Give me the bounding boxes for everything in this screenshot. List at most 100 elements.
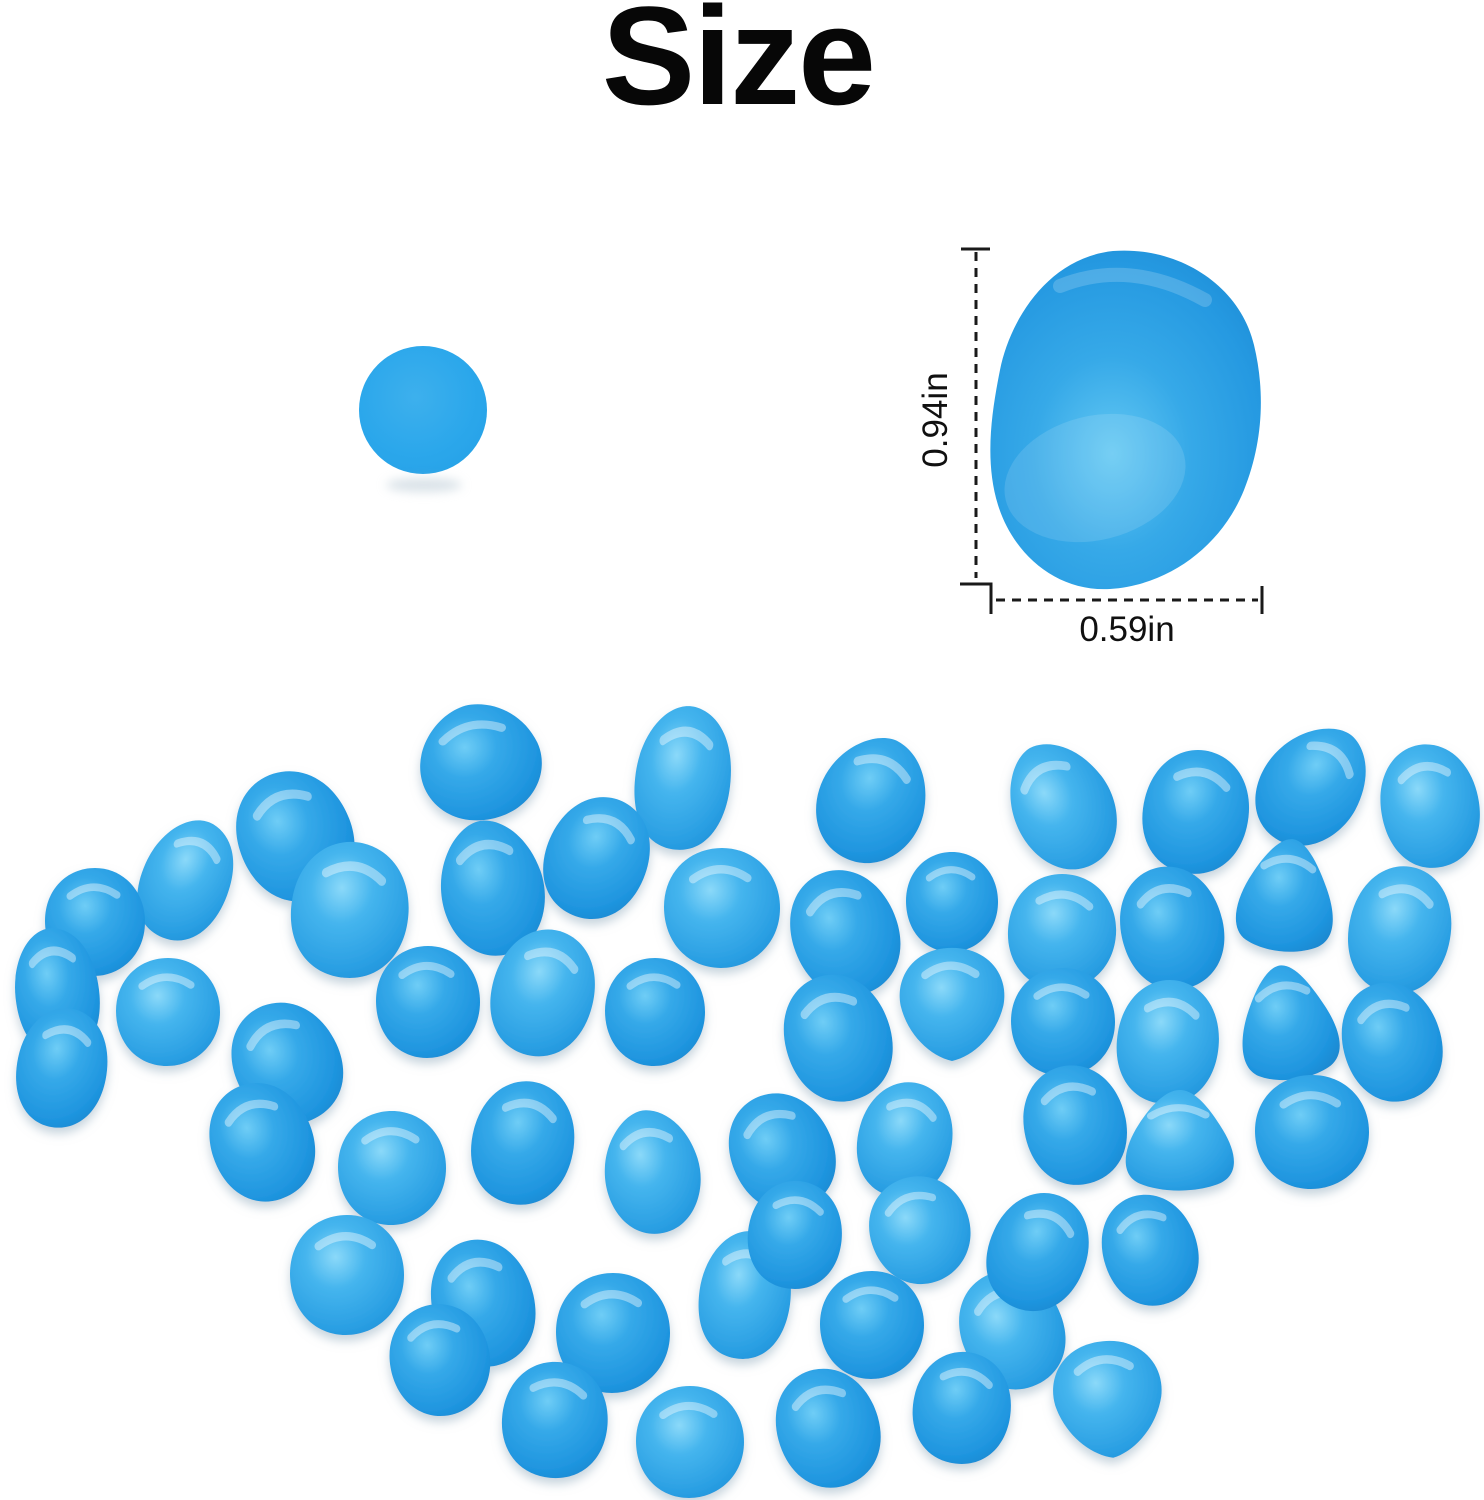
- pebble: [912, 1352, 1011, 1464]
- pebble: [1142, 750, 1250, 874]
- pebble: [747, 1180, 842, 1289]
- pebble-shine: [407, 1320, 461, 1342]
- pebble: [1348, 866, 1452, 994]
- pebble: [816, 738, 926, 864]
- pebble: [1255, 728, 1366, 846]
- pebble-large-sheen: [1004, 413, 1186, 543]
- pebble-shine: [1397, 761, 1451, 785]
- pebble-shine: [66, 883, 121, 900]
- pebble: [290, 1215, 404, 1335]
- pebble-shine: [224, 1099, 279, 1127]
- pebble: [1101, 1194, 1199, 1306]
- pebble: [1116, 980, 1219, 1104]
- pebble: [1011, 968, 1115, 1076]
- pebble-shine: [1306, 741, 1354, 780]
- pebble: [820, 1271, 924, 1379]
- pebble: [783, 974, 893, 1102]
- pebble-shine: [501, 1098, 557, 1124]
- pebble-shine: [138, 973, 195, 990]
- pebble: [490, 929, 595, 1057]
- pebble: [290, 842, 409, 978]
- pebble: [790, 870, 901, 997]
- pebble-shine: [886, 1098, 937, 1122]
- pebble-shine: [1020, 760, 1071, 795]
- pebble-body: [420, 704, 542, 821]
- pebble: [209, 1083, 316, 1202]
- pebble: [556, 1273, 670, 1393]
- pebble: [376, 946, 480, 1058]
- pebble: [1120, 866, 1225, 990]
- pebble-shine: [398, 961, 455, 980]
- pebble-shine: [791, 1385, 847, 1412]
- pebble: [604, 1110, 701, 1234]
- pebble-pile-group: [15, 704, 1480, 1498]
- pebble-shine: [1260, 854, 1317, 874]
- pebble-shine: [626, 973, 681, 990]
- pebble-shine: [853, 754, 911, 784]
- pebble-body: [1023, 1065, 1127, 1185]
- pebble-pile: [15, 704, 1480, 1498]
- pebble-shine: [580, 1290, 643, 1309]
- pebble-shine: [1143, 997, 1200, 1020]
- pebble-shine: [1023, 1209, 1075, 1239]
- actual-size-dot: [359, 346, 487, 474]
- pebble: [634, 706, 731, 850]
- pebble: [420, 704, 542, 821]
- corner-bracket: [960, 582, 993, 614]
- pebble-body: [1380, 744, 1480, 868]
- pebble-shine: [321, 861, 387, 886]
- pebble: [899, 947, 1005, 1061]
- pebble-shine: [921, 961, 980, 980]
- pebble: [605, 958, 705, 1066]
- pebble: [1255, 1075, 1369, 1189]
- pebble-shine: [1173, 767, 1231, 792]
- pebble: [1242, 965, 1340, 1081]
- pebble-shine: [1040, 1082, 1096, 1106]
- pebble: [440, 820, 545, 956]
- pebble-body: [1242, 965, 1340, 1081]
- pebble: [338, 1111, 446, 1225]
- pebble-shine: [246, 1019, 300, 1052]
- pebble: [1341, 982, 1443, 1102]
- pebble: [1053, 1341, 1162, 1458]
- pebble-shine: [743, 1109, 796, 1140]
- pebble-shine: [314, 1232, 377, 1251]
- pebble-shine: [659, 726, 714, 751]
- pebble-body: [1101, 1194, 1199, 1306]
- pebble: [906, 852, 998, 952]
- pebble: [16, 1008, 108, 1128]
- pebble-shine: [28, 946, 77, 969]
- height-dimension-label: 0.94in: [916, 372, 955, 467]
- pebble-shine: [619, 1127, 673, 1151]
- pebble: [1010, 744, 1117, 870]
- pebble-body: [816, 738, 926, 864]
- pebble-shine: [1357, 999, 1410, 1025]
- pebble: [389, 1304, 491, 1417]
- pebble-shine: [1136, 884, 1192, 909]
- pebble-shine: [447, 1257, 503, 1283]
- pebble: [1007, 874, 1117, 990]
- actual-size-dot-shadow: [386, 478, 462, 492]
- pebble-shine: [772, 1196, 824, 1216]
- pebble-body: [604, 1110, 701, 1234]
- pebble-shine: [939, 1367, 993, 1390]
- pebble-shine: [1035, 890, 1094, 911]
- pebble: [116, 958, 220, 1066]
- pebble-shine: [524, 947, 579, 975]
- pebble-body: [471, 1081, 575, 1205]
- pebble-shine: [1073, 1355, 1134, 1376]
- pebble-shine: [925, 866, 976, 882]
- pebble: [471, 1081, 575, 1205]
- pebble-shine: [582, 814, 635, 845]
- pebble-body: [1116, 980, 1219, 1104]
- pebble: [856, 1082, 953, 1198]
- pebble-body: [1348, 866, 1452, 994]
- pebble: [636, 1386, 744, 1498]
- size-diagram: 0.94in 0.59in: [916, 247, 1264, 649]
- pebble-shine: [688, 865, 752, 884]
- pebble-shine: [252, 789, 312, 821]
- pebble: [728, 1093, 836, 1212]
- pebble: [1235, 839, 1333, 952]
- pebble-shine: [1116, 1210, 1167, 1235]
